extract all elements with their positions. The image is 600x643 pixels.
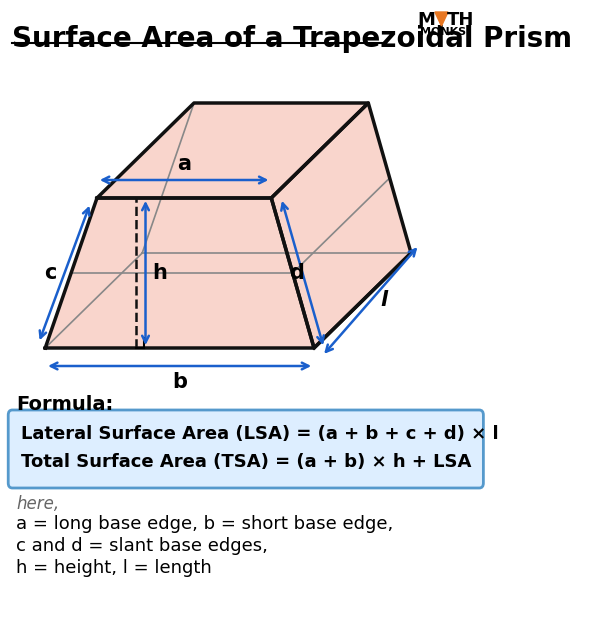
Text: h: h	[152, 263, 167, 283]
Polygon shape	[97, 103, 368, 198]
Text: TH: TH	[446, 11, 474, 29]
Text: Total Surface Area (TSA) = (a + b) × h + LSA: Total Surface Area (TSA) = (a + b) × h +…	[20, 453, 471, 471]
Polygon shape	[271, 103, 411, 348]
Text: MONKS: MONKS	[420, 27, 466, 37]
Text: here,: here,	[16, 495, 59, 513]
Polygon shape	[45, 198, 314, 348]
FancyBboxPatch shape	[8, 410, 484, 488]
Polygon shape	[435, 12, 448, 26]
Text: d: d	[289, 263, 304, 283]
Text: a: a	[177, 154, 191, 174]
Text: M: M	[418, 11, 436, 29]
Text: Formula:: Formula:	[16, 395, 113, 414]
Text: b: b	[172, 372, 187, 392]
Text: l: l	[380, 291, 388, 311]
Text: c and d = slant base edges,: c and d = slant base edges,	[16, 537, 268, 555]
Text: h = height, l = length: h = height, l = length	[16, 559, 212, 577]
Text: c: c	[44, 263, 57, 283]
Text: Surface Area of a Trapezoidal Prism: Surface Area of a Trapezoidal Prism	[13, 25, 572, 53]
Text: a = long base edge, b = short base edge,: a = long base edge, b = short base edge,	[16, 515, 394, 533]
Text: Lateral Surface Area (LSA) = (a + b + c + d) × l: Lateral Surface Area (LSA) = (a + b + c …	[20, 425, 498, 443]
